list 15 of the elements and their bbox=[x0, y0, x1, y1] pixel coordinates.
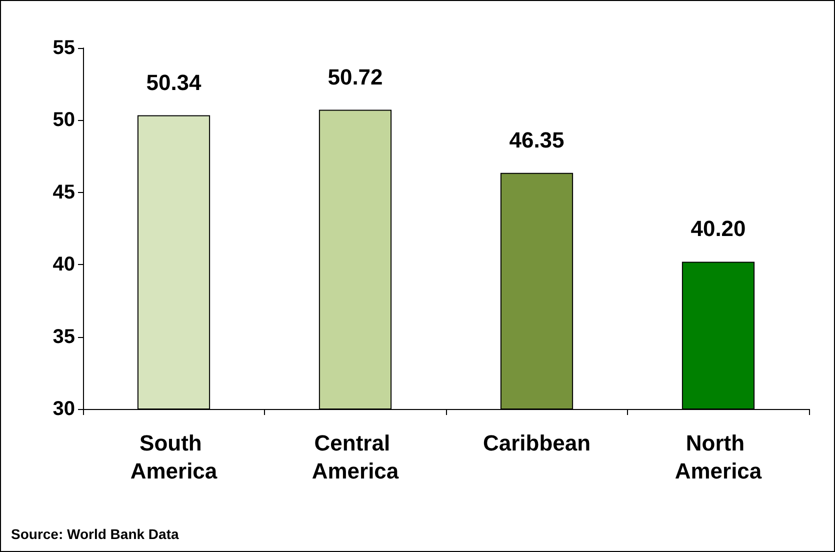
x-tick-label: North America bbox=[674, 430, 762, 484]
source-note: Source: World Bank Data bbox=[11, 526, 179, 542]
data-label: 50.34 bbox=[146, 70, 202, 95]
x-tick-label: South America bbox=[130, 430, 218, 484]
y-tick-label: 55 bbox=[52, 37, 75, 59]
data-label: 46.35 bbox=[509, 127, 564, 152]
x-tick-label: Central America bbox=[312, 430, 400, 484]
y-tick-label: 35 bbox=[52, 326, 75, 348]
y-tick-label: 40 bbox=[52, 254, 75, 276]
data-label: 40.20 bbox=[690, 216, 746, 242]
y-tick-label: 50 bbox=[52, 109, 75, 132]
y-tick-label: 30 bbox=[52, 398, 75, 420]
y-tick-label: 45 bbox=[52, 181, 75, 204]
x-tick-label: Caribbean bbox=[482, 430, 591, 456]
data-label: 50.72 bbox=[328, 64, 383, 90]
